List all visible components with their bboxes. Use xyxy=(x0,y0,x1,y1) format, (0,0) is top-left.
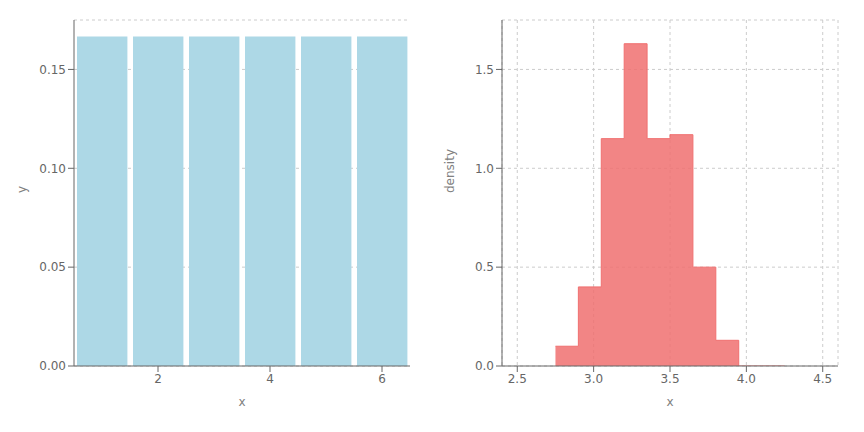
svg-text:3.5: 3.5 xyxy=(660,372,679,386)
svg-text:4.5: 4.5 xyxy=(813,372,832,386)
svg-text:y: y xyxy=(15,186,29,193)
svg-text:4: 4 xyxy=(266,372,274,386)
svg-text:1.0: 1.0 xyxy=(475,162,494,176)
svg-text:0.0: 0.0 xyxy=(475,359,494,373)
svg-text:3.0: 3.0 xyxy=(584,372,603,386)
svg-text:2.5: 2.5 xyxy=(508,372,527,386)
svg-text:0.10: 0.10 xyxy=(39,162,66,176)
svg-text:4.0: 4.0 xyxy=(737,372,756,386)
svg-text:1.5: 1.5 xyxy=(475,63,494,77)
svg-text:0.15: 0.15 xyxy=(39,63,66,77)
svg-text:0.00: 0.00 xyxy=(39,359,66,373)
svg-text:x: x xyxy=(238,395,245,409)
svg-text:density: density xyxy=(443,149,457,193)
svg-text:0.5: 0.5 xyxy=(475,260,494,274)
svg-text:6: 6 xyxy=(378,372,386,386)
svg-text:2: 2 xyxy=(154,372,162,386)
svg-text:0.05: 0.05 xyxy=(39,260,66,274)
svg-text:x: x xyxy=(666,395,673,409)
